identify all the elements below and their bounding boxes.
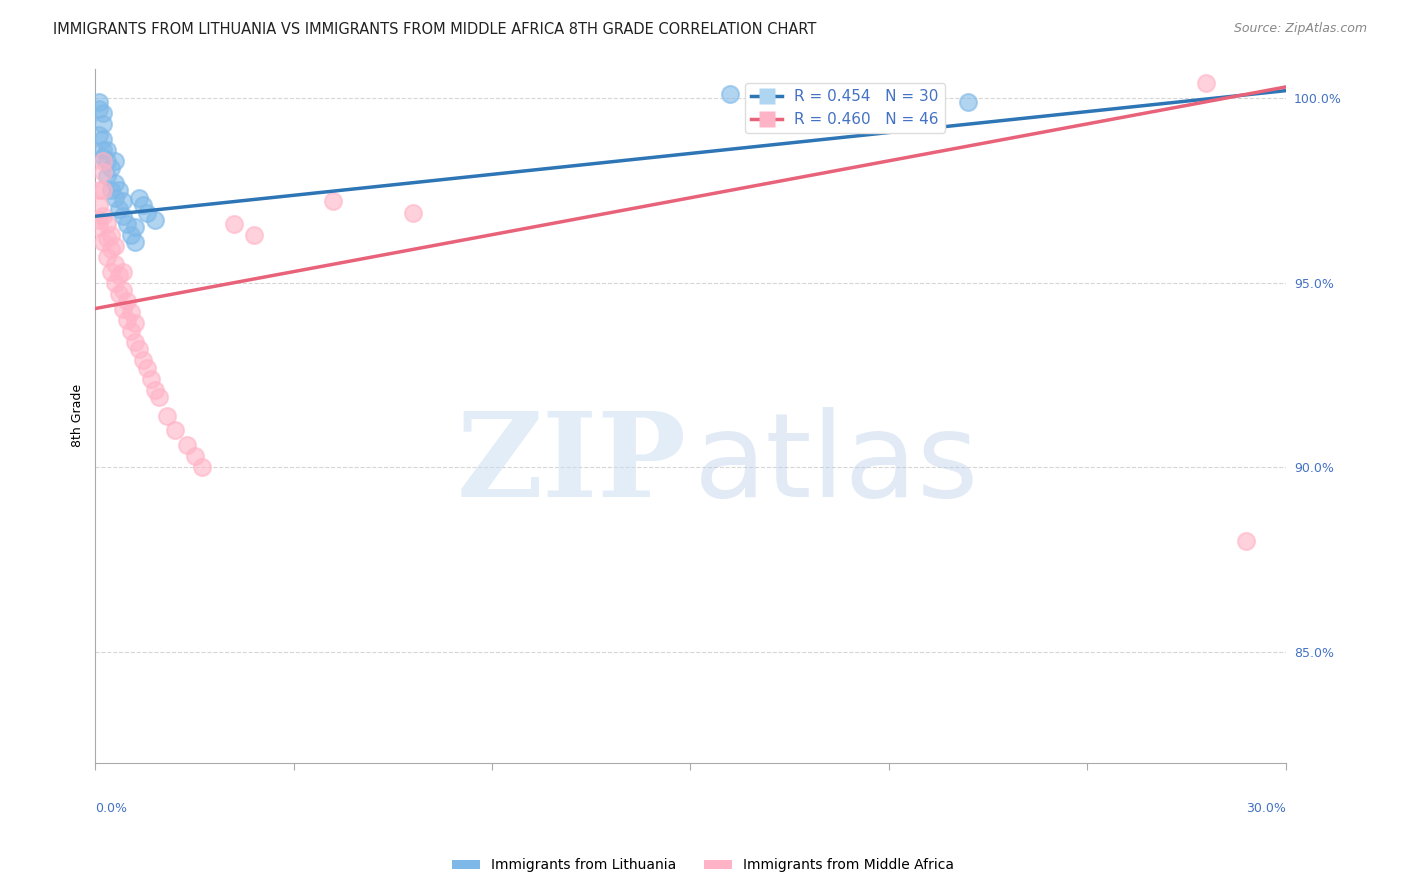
Point: [136, 205, 159, 219]
Point: [104, 153, 127, 168]
Point: [120, 324, 142, 338]
Legend: R = 0.454   N = 30, R = 0.460   N = 46: R = 0.454 N = 30, R = 0.460 N = 46: [745, 83, 945, 133]
Point: [104, 276, 127, 290]
Point: [96, 169, 118, 183]
Point: [100, 183, 122, 197]
Point: [104, 191, 127, 205]
Point: [91, 143, 114, 157]
Point: [402, 205, 425, 219]
Point: [1234, 534, 1257, 549]
Point: [100, 227, 122, 242]
Point: [191, 460, 214, 475]
Point: [104, 239, 127, 253]
Text: atlas: atlas: [695, 407, 980, 522]
Point: [957, 95, 980, 109]
Point: [132, 198, 155, 212]
Point: [91, 131, 114, 145]
Point: [718, 87, 741, 102]
Point: [148, 390, 170, 404]
Point: [89, 220, 111, 235]
Point: [115, 217, 138, 231]
Point: [89, 102, 111, 116]
Point: [124, 220, 146, 235]
Point: [124, 235, 146, 249]
Point: [104, 176, 127, 190]
Point: [104, 257, 127, 271]
Point: [322, 194, 344, 209]
Point: [124, 334, 146, 349]
Point: [112, 194, 135, 209]
Point: [91, 209, 114, 223]
Point: [143, 383, 166, 397]
Point: [128, 191, 150, 205]
Point: [243, 227, 266, 242]
Point: [108, 268, 131, 283]
Point: [143, 213, 166, 227]
Point: [115, 294, 138, 309]
Point: [96, 153, 118, 168]
Point: [91, 235, 114, 249]
Y-axis label: 8th Grade: 8th Grade: [72, 384, 84, 447]
Text: IMMIGRANTS FROM LITHUANIA VS IMMIGRANTS FROM MIDDLE AFRICA 8TH GRADE CORRELATION: IMMIGRANTS FROM LITHUANIA VS IMMIGRANTS …: [53, 22, 817, 37]
Point: [115, 312, 138, 326]
Point: [156, 409, 179, 423]
Point: [91, 165, 114, 179]
Point: [128, 342, 150, 356]
Point: [108, 202, 131, 216]
Text: Source: ZipAtlas.com: Source: ZipAtlas.com: [1233, 22, 1367, 36]
Point: [112, 209, 135, 223]
Point: [112, 264, 135, 278]
Point: [100, 161, 122, 176]
Point: [176, 438, 198, 452]
Point: [96, 231, 118, 245]
Point: [139, 372, 162, 386]
Point: [100, 264, 122, 278]
Point: [91, 117, 114, 131]
Point: [120, 227, 142, 242]
Point: [132, 353, 155, 368]
Point: [108, 286, 131, 301]
Point: [112, 283, 135, 297]
Text: 0.0%: 0.0%: [96, 802, 128, 814]
Point: [100, 243, 122, 257]
Point: [91, 183, 114, 197]
Text: ZIP: ZIP: [457, 407, 688, 522]
Point: [124, 316, 146, 330]
Legend: Immigrants from Lithuania, Immigrants from Middle Africa: Immigrants from Lithuania, Immigrants fr…: [447, 853, 959, 878]
Point: [1195, 76, 1218, 90]
Point: [89, 213, 111, 227]
Point: [183, 449, 205, 463]
Point: [96, 217, 118, 231]
Point: [91, 150, 114, 164]
Point: [120, 305, 142, 319]
Point: [89, 183, 111, 197]
Point: [96, 250, 118, 264]
Point: [112, 301, 135, 316]
Text: 30.0%: 30.0%: [1246, 802, 1285, 814]
Point: [108, 183, 131, 197]
Point: [96, 143, 118, 157]
Point: [89, 95, 111, 109]
Point: [163, 423, 186, 437]
Point: [136, 360, 159, 375]
Point: [91, 105, 114, 120]
Point: [224, 217, 246, 231]
Point: [89, 128, 111, 142]
Point: [91, 153, 114, 168]
Point: [89, 198, 111, 212]
